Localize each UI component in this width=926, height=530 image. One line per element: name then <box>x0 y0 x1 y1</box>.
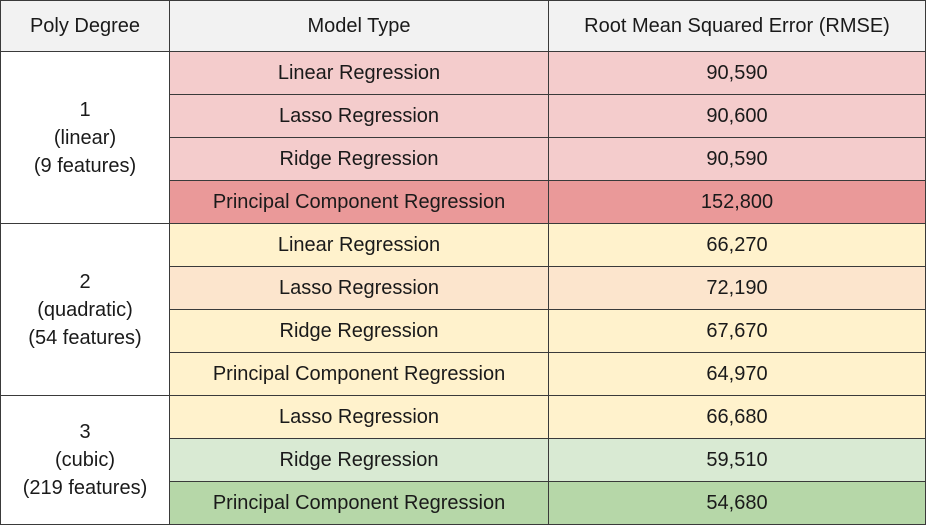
rmse-cell: 59,510 <box>548 438 926 482</box>
table-row: Ridge Regression 59,510 <box>1 438 926 482</box>
header-poly-degree: Poly Degree <box>0 0 170 52</box>
rmse-cell: 90,590 <box>548 51 926 95</box>
table-row: Principal Component Regression 152,800 <box>1 180 926 224</box>
poly-degree-cell: 1 (linear) (9 features) <box>0 51 170 224</box>
model-type-cell: Ridge Regression <box>169 438 549 482</box>
rmse-cell: 90,590 <box>548 137 926 181</box>
rmse-cell: 66,680 <box>548 395 926 439</box>
model-type-cell: Principal Component Regression <box>169 481 549 525</box>
rmse-cell: 64,970 <box>548 352 926 396</box>
table-row: 3 (cubic) (219 features) Lasso Regression 66… <box>0 395 926 525</box>
feature-count: (54 features) <box>28 326 142 349</box>
header-row: Poly Degree Model Type Root Mean Squared… <box>0 0 926 52</box>
rmse-cell: 72,190 <box>548 266 926 310</box>
degree-kind: (linear) <box>53 126 117 149</box>
poly-degree-cell: 3 (cubic) (219 features) <box>0 395 170 525</box>
table-row: 2 (quadratic) (54 features) Linear Regressi… <box>0 223 926 396</box>
table-row: Principal Component Regression 64,970 <box>1 352 926 396</box>
table-body: 1 (linear) (9 features) Linear Regression 90… <box>0 51 926 525</box>
model-type-cell: Lasso Regression <box>169 94 549 138</box>
model-type-cell: Ridge Regression <box>169 309 549 353</box>
model-type-cell: Principal Component Regression <box>169 180 549 224</box>
feature-count: (9 features) <box>33 154 137 177</box>
rmse-cell: 152,800 <box>548 180 926 224</box>
degree-number: 2 <box>79 270 91 293</box>
model-type-cell: Ridge Regression <box>169 137 549 181</box>
table-row: Lasso Regression 90,600 <box>1 94 926 138</box>
header-rmse: Root Mean Squared Error (RMSE) <box>548 0 926 52</box>
poly-degree-cell: 2 (quadratic) (54 features) <box>0 223 170 396</box>
degree-kind: (cubic) <box>54 449 115 471</box>
header-model-type: Model Type <box>169 0 549 52</box>
table-row: Lasso Regression 72,190 <box>1 266 926 310</box>
table-row: Ridge Regression 90,590 <box>1 137 926 181</box>
rmse-cell: 90,600 <box>548 94 926 138</box>
model-type-cell: Principal Component Regression <box>169 352 549 396</box>
rmse-cell: 66,270 <box>548 223 926 267</box>
degree-number: 1 <box>79 98 91 121</box>
table-header: Poly Degree Model Type Root Mean Squared… <box>0 0 926 52</box>
table-row: 1 (linear) (9 features) Linear Regression 90… <box>0 51 926 224</box>
model-type-cell: Lasso Regression <box>169 395 549 439</box>
model-type-cell: Linear Regression <box>169 223 549 267</box>
table-row: Principal Component Regression 54,680 <box>1 481 926 525</box>
rmse-cell: 54,680 <box>548 481 926 525</box>
model-type-cell: Lasso Regression <box>169 266 549 310</box>
table-row: Ridge Regression 67,670 <box>1 309 926 353</box>
model-type-cell: Linear Regression <box>169 51 549 95</box>
degree-number: 3 <box>79 421 91 443</box>
feature-count: (219 features) <box>22 477 148 499</box>
degree-kind: (quadratic) <box>37 298 133 321</box>
rmse-cell: 67,670 <box>548 309 926 353</box>
